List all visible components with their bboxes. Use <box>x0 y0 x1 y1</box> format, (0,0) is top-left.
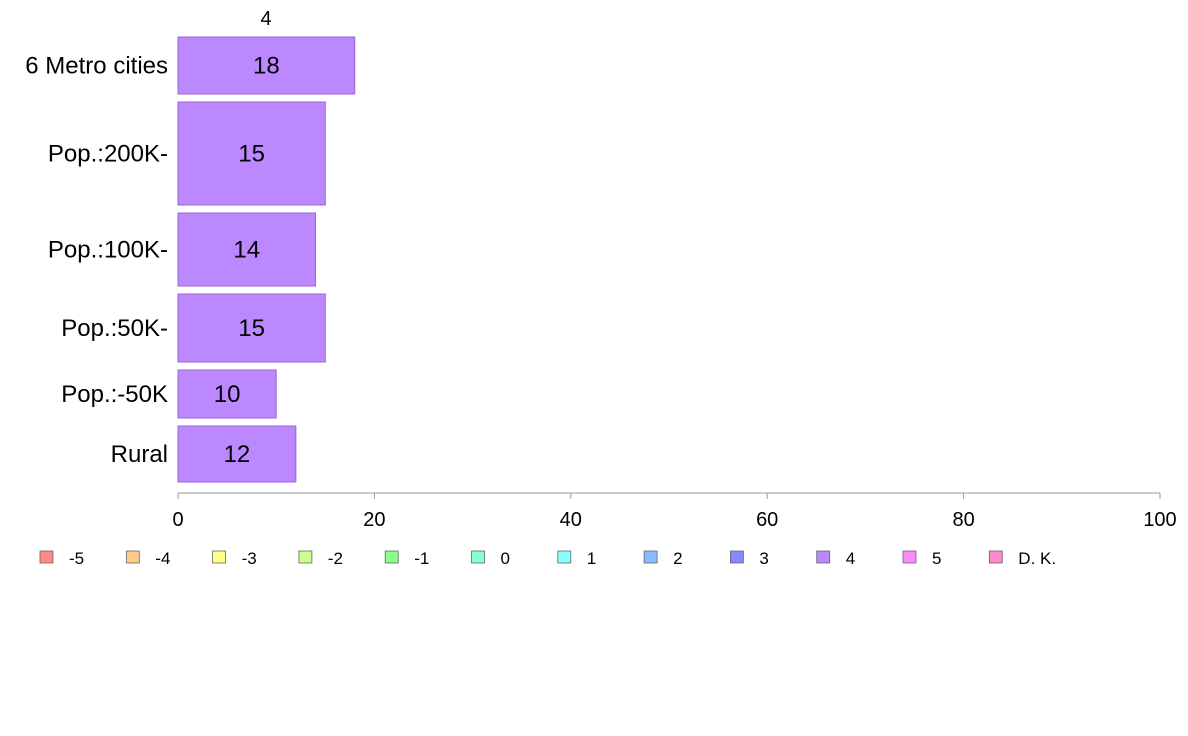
legend-label: -3 <box>242 549 257 568</box>
bar-segment <box>177 369 277 419</box>
legend-swatch <box>557 550 572 564</box>
bar-value-label: 15 <box>238 141 265 168</box>
legend-label: -4 <box>155 549 170 568</box>
legend: -5 -4 -3 -2 -1 0 1 2 3 4 5 D. K. <box>39 549 1056 568</box>
x-tick-label: 20 <box>363 509 385 531</box>
x-tick-label: 60 <box>756 509 778 531</box>
bars-group: 18 15 14 15 10 12 <box>177 36 356 483</box>
legend-swatch <box>988 550 1003 564</box>
category-label: Pop.:-50K <box>61 381 168 408</box>
bar-value-label: 14 <box>233 237 260 264</box>
x-tick-label: 80 <box>952 509 974 531</box>
bar-segment <box>177 293 326 363</box>
legend-swatch <box>212 550 227 564</box>
legend-swatch <box>816 550 831 564</box>
category-label: Pop.:100K- <box>48 237 168 264</box>
bar-value-label: 18 <box>253 53 280 80</box>
x-axis: 0 20 40 60 80 100 <box>172 492 1177 531</box>
x-tick-label: 100 <box>1143 509 1176 531</box>
legend-swatch <box>471 550 485 564</box>
legend-label: 5 <box>932 549 941 568</box>
legend-label: -1 <box>414 549 429 568</box>
category-label: 6 Metro cities <box>25 53 168 80</box>
bar-segment <box>177 101 326 206</box>
legend-label: 4 <box>846 549 855 568</box>
legend-label: 3 <box>759 549 768 568</box>
category-label: Pop.:200K- <box>48 141 168 168</box>
bar-segment <box>177 212 316 287</box>
x-tick-label: 40 <box>560 509 582 531</box>
bar-value-label: 15 <box>238 315 265 342</box>
legend-label: 1 <box>587 549 596 568</box>
bar-value-label: 10 <box>214 381 241 408</box>
bar-segment <box>177 425 297 483</box>
legend-label: -2 <box>328 549 343 568</box>
legend-swatch <box>125 550 140 564</box>
legend-swatch <box>39 550 54 564</box>
legend-swatch <box>298 550 313 564</box>
legend-label: -5 <box>69 549 84 568</box>
category-label: Rural <box>111 441 168 468</box>
top-segment-label: 4 <box>260 8 271 30</box>
category-labels: 6 Metro cities Pop.:200K- Pop.:100K- Pop.:5… <box>25 53 168 469</box>
category-label: Pop.:50K- <box>61 315 168 342</box>
legend-label: D. K. <box>1018 549 1056 568</box>
bar-segment <box>177 36 356 95</box>
legend-swatch <box>730 550 744 564</box>
legend-swatch <box>643 550 658 564</box>
legend-swatch <box>902 550 917 564</box>
x-tick-label: 0 <box>172 509 183 531</box>
legend-swatch <box>384 550 399 564</box>
legend-label: 2 <box>673 549 682 568</box>
bar-value-label: 12 <box>224 441 251 468</box>
legend-label: 0 <box>501 549 510 568</box>
